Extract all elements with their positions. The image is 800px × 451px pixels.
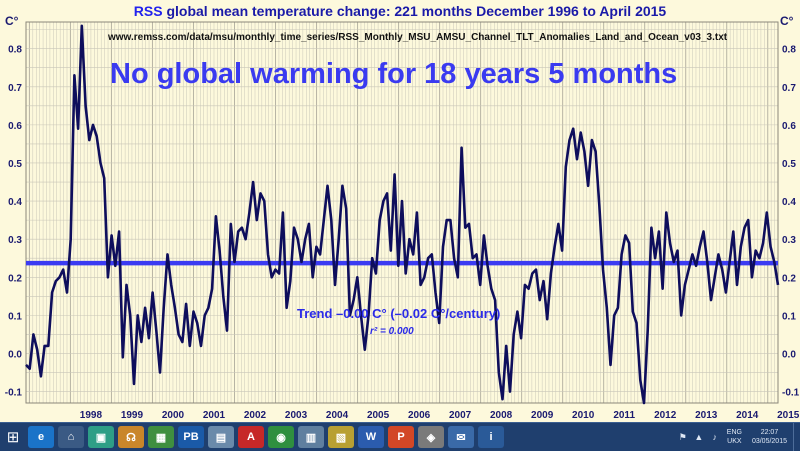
chart-title-prefix: RSS bbox=[133, 3, 163, 19]
y-tick-label-right: 0.0 bbox=[782, 349, 796, 360]
x-tick-label: 2010 bbox=[572, 410, 595, 421]
taskbar-app-11[interactable]: W bbox=[358, 426, 384, 448]
y-tick-label-right: 0.7 bbox=[782, 83, 796, 94]
taskbar-app-13[interactable]: ◈ bbox=[418, 426, 444, 448]
taskbar-app-14[interactable]: ✉ bbox=[448, 426, 474, 448]
y-tick-label-left: -0.1 bbox=[5, 388, 23, 399]
taskbar-app-3[interactable]: ☊ bbox=[118, 426, 144, 448]
keyboard-layout: UKX bbox=[727, 438, 742, 445]
plot-frame bbox=[25, 21, 779, 404]
x-tick-label: 2006 bbox=[408, 410, 431, 421]
y-unit-label-right: C° bbox=[780, 14, 794, 28]
y-tick-label-left: 0.5 bbox=[8, 159, 22, 170]
x-tick-label: 1999 bbox=[121, 410, 144, 421]
start-button[interactable]: ⊞ bbox=[6, 429, 20, 446]
source-url: www.remss.com/data/msu/monthly_time_seri… bbox=[108, 32, 728, 43]
y-unit-label-left: C° bbox=[5, 14, 19, 28]
x-tick-label: 2008 bbox=[490, 410, 513, 421]
taskbar-app-5[interactable]: PB bbox=[178, 426, 204, 448]
x-tick-label: 2002 bbox=[244, 410, 267, 421]
y-tick-label-right: 0.5 bbox=[782, 159, 796, 170]
x-tick-label: 1998 bbox=[80, 410, 103, 421]
tray-volume-icon[interactable]: ♪ bbox=[712, 432, 718, 442]
chart: -0.1 -0.1 0.0 0.0 0.1 0.1 0.2 0.2 0.3 0.3 0.4 0.4 0.… bbox=[0, 3, 800, 421]
y-tick-label-left: 0.2 bbox=[8, 273, 22, 284]
language-indicator[interactable]: ENG UKX bbox=[727, 428, 742, 446]
clock-time: 22:07 bbox=[760, 429, 779, 436]
x-tick-label: 2001 bbox=[203, 410, 226, 421]
y-tick-label-right: 0.2 bbox=[782, 273, 796, 284]
tray-flag-icon[interactable]: ⚑ bbox=[678, 431, 687, 442]
y-tick-label-left: 0.3 bbox=[8, 235, 22, 246]
x-tick-label: 2004 bbox=[326, 410, 349, 421]
system-tray: ⚑ ▲ ♪ ENG UKX 22:07 03/05/2015 bbox=[675, 423, 800, 451]
x-tick-label: 2013 bbox=[695, 410, 718, 421]
y-tick-label-left: 0.7 bbox=[8, 83, 22, 94]
chart-title-rest: global mean temperature change: 221 mont… bbox=[162, 3, 667, 19]
y-tick-label-left: 0.8 bbox=[8, 45, 22, 56]
y-tick-label-left: 0.4 bbox=[8, 197, 22, 208]
headline: No global warming for 18 years 5 months bbox=[110, 58, 678, 90]
x-tick-label: 2007 bbox=[449, 410, 472, 421]
taskbar: ⊞ e ⌂ ▣ ☊ ▦ PB ▤ A ◉ ▥ ▧ W P ◈ ✉ i ⚑ ▲ ♪ ENG UKX 22:07 … bbox=[0, 422, 800, 451]
y-tick-label-right: 0.8 bbox=[782, 45, 796, 56]
y-tick-label-left: 0.6 bbox=[8, 121, 22, 132]
temperature-series-line bbox=[25, 24, 780, 405]
x-tick-label: 2009 bbox=[531, 410, 554, 421]
clock-date: 03/05/2015 bbox=[751, 438, 787, 445]
taskbar-app-9[interactable]: ▥ bbox=[298, 426, 324, 448]
chart-plot: -0.1 -0.1 0.0 0.0 0.1 0.1 0.2 0.2 0.3 0.3 0.4 0.4 0.… bbox=[5, 21, 800, 421]
taskbar-app-8[interactable]: ◉ bbox=[268, 426, 294, 448]
show-desktop-button[interactable] bbox=[793, 423, 800, 451]
chart-title: RSS global mean temperature change: 221 … bbox=[0, 3, 800, 19]
clock[interactable]: 22:07 03/05/2015 bbox=[752, 428, 787, 446]
y-tick-label-right: 0.6 bbox=[782, 121, 796, 132]
x-tick-label: 2015 bbox=[777, 410, 800, 421]
taskbar-app-10[interactable]: ▧ bbox=[328, 426, 354, 448]
taskbar-app-6[interactable]: ▤ bbox=[208, 426, 234, 448]
y-tick-label-right: 0.3 bbox=[782, 235, 796, 246]
trend-label: Trend –0.00 C° (–0.02 C°/century) bbox=[297, 306, 501, 321]
x-tick-label: 2000 bbox=[162, 410, 185, 421]
taskbar-app-7[interactable]: A bbox=[238, 426, 264, 448]
taskbar-app-0[interactable]: e bbox=[28, 426, 54, 448]
y-tick-label-left: 0.0 bbox=[8, 349, 22, 360]
x-tick-label: 2003 bbox=[285, 410, 308, 421]
y-tick-label-left: 0.1 bbox=[8, 311, 22, 322]
taskbar-items: e ⌂ ▣ ☊ ▦ PB ▤ A ◉ ▥ ▧ W P ◈ ✉ i bbox=[26, 426, 506, 448]
x-tick-label: 2005 bbox=[367, 410, 390, 421]
taskbar-app-12[interactable]: P bbox=[388, 426, 414, 448]
taskbar-app-15[interactable]: i bbox=[478, 426, 504, 448]
x-tick-label: 2011 bbox=[613, 410, 635, 421]
x-tick-label: 2014 bbox=[736, 410, 759, 421]
r-squared-label: r² = 0.000 bbox=[370, 326, 414, 337]
taskbar-app-4[interactable]: ▦ bbox=[148, 426, 174, 448]
y-tick-label-right: -0.1 bbox=[782, 388, 800, 399]
taskbar-app-2[interactable]: ▣ bbox=[88, 426, 114, 448]
taskbar-app-1[interactable]: ⌂ bbox=[58, 426, 84, 448]
x-tick-label: 2012 bbox=[654, 410, 677, 421]
y-tick-label-right: 0.4 bbox=[782, 197, 796, 208]
tray-network-icon[interactable]: ▲ bbox=[694, 432, 704, 442]
y-tick-label-right: 0.1 bbox=[782, 311, 796, 322]
language-code: ENG bbox=[726, 429, 742, 436]
